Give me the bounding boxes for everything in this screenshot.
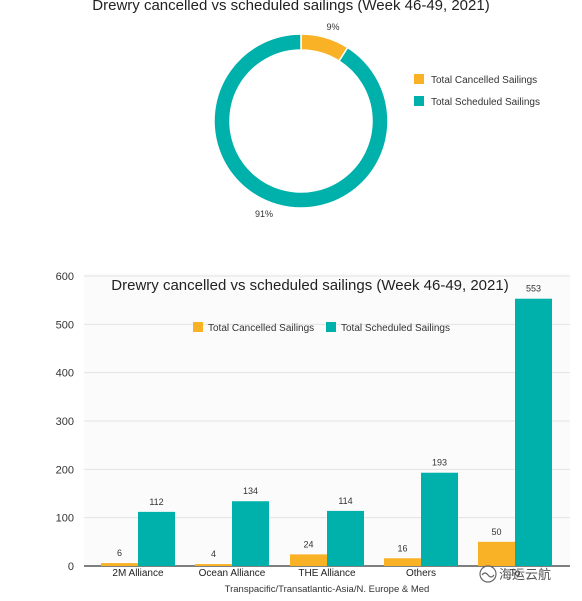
data-label: 134 — [243, 486, 258, 496]
y-tick-label: 500 — [56, 319, 74, 331]
bar — [478, 541, 515, 566]
legend-label: Total Scheduled Sailings — [431, 97, 540, 108]
donut-chart-title: Drewry cancelled vs scheduled sailings (… — [92, 0, 490, 14]
x-tick-label: Others — [406, 568, 436, 579]
donut-slice-label: 9% — [326, 22, 339, 32]
bar — [421, 472, 458, 566]
legend-label: Total Scheduled Sailings — [341, 323, 450, 334]
legend-swatch — [414, 96, 424, 106]
y-tick-label: 0 — [68, 561, 74, 573]
bar — [232, 501, 269, 566]
bar — [327, 510, 364, 566]
bar — [290, 554, 327, 566]
data-label: 24 — [303, 539, 313, 549]
legend-label: Total Cancelled Sailings — [208, 323, 314, 334]
y-tick-label: 400 — [56, 368, 74, 380]
legend-swatch — [326, 322, 336, 332]
watermark: 海运云航 — [479, 565, 551, 583]
y-tick-label: 300 — [56, 416, 74, 428]
x-tick-label: To — [510, 568, 521, 579]
bar — [384, 558, 421, 566]
legend-label: Total Cancelled Sailings — [431, 75, 537, 86]
data-label: 112 — [149, 497, 163, 507]
data-label: 4 — [211, 549, 216, 559]
x-tick-label: 2M Alliance — [112, 568, 164, 579]
legend-swatch — [193, 322, 203, 332]
x-tick-label: THE Alliance — [298, 568, 356, 579]
plot-area — [84, 274, 570, 566]
bar-chart-title: Drewry cancelled vs scheduled sailings (… — [111, 277, 508, 294]
donut-chart: 9% 91% Total Cancelled Sailings Total Sched… — [213, 22, 540, 219]
data-label: 16 — [397, 543, 407, 553]
donut-slice — [213, 33, 389, 209]
x-tick-label: Ocean Alliance — [199, 568, 266, 579]
y-tick-label: 100 — [56, 513, 74, 525]
bar — [195, 564, 232, 566]
donut-slice — [300, 33, 349, 63]
wave-icon — [481, 572, 495, 578]
y-tick-label: 600 — [56, 271, 74, 283]
donut-slice-label: 91% — [255, 209, 273, 219]
data-label: 193 — [432, 458, 447, 468]
bar — [101, 563, 138, 566]
data-label: 6 — [117, 548, 122, 558]
watermark-text: 海运云航 — [499, 567, 551, 582]
x-axis-title: Transpacific/Transatlantic-Asia/N. Europ… — [225, 584, 430, 595]
bar — [515, 298, 552, 566]
legend-swatch — [414, 74, 424, 84]
data-label: 553 — [526, 284, 541, 294]
bar — [138, 511, 175, 566]
watermark-logo-icon — [479, 565, 497, 583]
data-label: 50 — [491, 527, 501, 537]
y-tick-label: 200 — [56, 464, 74, 476]
data-label: 114 — [338, 496, 352, 506]
